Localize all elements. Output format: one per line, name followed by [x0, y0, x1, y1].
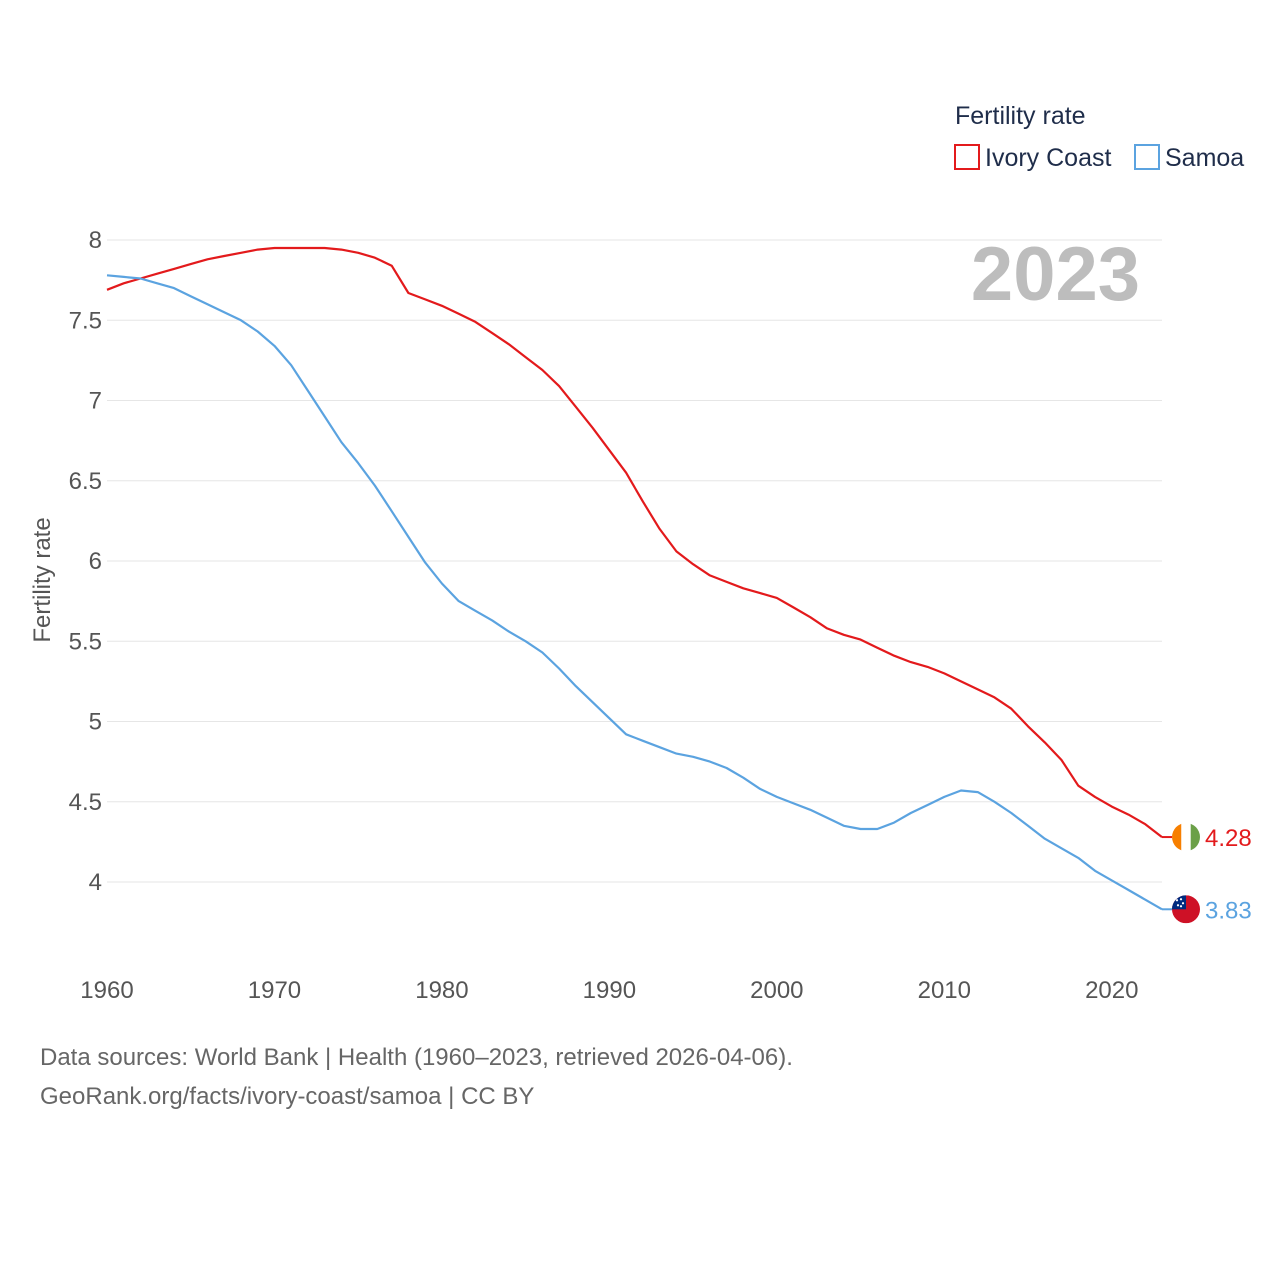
- footer-source: Data sources: World Bank | Health (1960–…: [40, 1044, 793, 1071]
- flag-stripes-ivory-coast: [1172, 823, 1200, 852]
- end-value-label-ivory-coast: 4.28: [1205, 825, 1252, 852]
- legend-label-samoa: Samoa: [1165, 144, 1244, 172]
- samoa-flag-icon: [1172, 895, 1200, 924]
- flag-canton-blue: [1172, 895, 1186, 910]
- y-tick-label-8: 8: [89, 227, 102, 254]
- flag-fields-samoa: [1172, 895, 1200, 924]
- x-tick-label-1980: 1980: [415, 977, 468, 1004]
- grid-lines: [107, 239, 1162, 883]
- y-tick-label-5.5: 5.5: [69, 628, 102, 655]
- legend-item-ivory-coast[interactable]: Ivory Coast: [954, 144, 1111, 172]
- y-tick-label-4: 4: [89, 869, 102, 896]
- legend[interactable]: Fertility rate Ivory Coast Samoa: [954, 102, 1244, 172]
- y-axis-ticks: 4 4.5 5 5.5 6 6.5 7 7.5 8: [69, 227, 102, 896]
- end-value-label-samoa: 3.83: [1205, 897, 1252, 924]
- y-tick-label-4.5: 4.5: [69, 789, 102, 816]
- series-line-samoa: [106, 274, 1163, 911]
- y-tick-label-6: 6: [89, 548, 102, 575]
- x-tick-label-2020: 2020: [1085, 977, 1138, 1004]
- flag-star-1: [1179, 898, 1183, 901]
- y-tick-label-6.5: 6.5: [69, 468, 102, 495]
- series-lines: [106, 246, 1163, 911]
- flag-stripe-green: [1190, 823, 1200, 852]
- flag-stripe-orange: [1172, 823, 1182, 852]
- legend-swatch-ivory-coast: [954, 144, 980, 170]
- legend-swatch-samoa: [1134, 144, 1160, 170]
- legend-title: Fertility rate: [955, 102, 1086, 130]
- x-axis-ticks: 1960 1970 1980 1990 2000 2010 2020: [80, 977, 1138, 1004]
- flag-star-3: [1176, 904, 1180, 907]
- flag-stripe-white: [1181, 823, 1191, 852]
- end-markers: 4.28 3.83: [1162, 823, 1252, 924]
- y-axis-title: Fertility rate: [29, 517, 56, 642]
- x-tick-label-1960: 1960: [80, 977, 133, 1004]
- x-tick-label-2010: 2010: [918, 977, 971, 1004]
- legend-item-samoa[interactable]: Samoa: [1134, 144, 1244, 172]
- y-tick-label-7.5: 7.5: [69, 307, 102, 334]
- flag-star-0: [1175, 899, 1179, 902]
- x-tick-label-1970: 1970: [248, 977, 301, 1004]
- footer-link[interactable]: GeoRank.org/facts/ivory-coast/samoa | CC…: [40, 1083, 535, 1110]
- series-line-ivory-coast: [106, 246, 1163, 838]
- legend-label-ivory-coast: Ivory Coast: [985, 144, 1111, 172]
- y-tick-label-5: 5: [89, 709, 102, 736]
- flag-star-2: [1181, 902, 1185, 905]
- y-tick-label-7: 7: [89, 388, 102, 415]
- x-tick-label-2000: 2000: [750, 977, 803, 1004]
- flag-star-4: [1179, 905, 1183, 908]
- x-tick-label-1990: 1990: [583, 977, 636, 1004]
- ivory-coast-flag-icon: [1172, 823, 1200, 852]
- current-year-label: 2023: [971, 232, 1140, 317]
